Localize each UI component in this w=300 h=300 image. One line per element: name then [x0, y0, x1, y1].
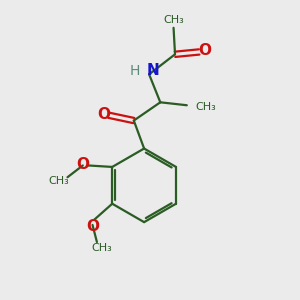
- Text: O: O: [97, 106, 110, 122]
- Text: H: H: [130, 64, 140, 78]
- Text: O: O: [76, 158, 89, 172]
- Text: O: O: [199, 43, 212, 58]
- Text: CH₃: CH₃: [49, 176, 70, 186]
- Text: O: O: [86, 219, 99, 234]
- Text: CH₃: CH₃: [92, 244, 112, 254]
- Text: CH₃: CH₃: [195, 102, 216, 112]
- Text: CH₃: CH₃: [163, 15, 184, 26]
- Text: N: N: [146, 63, 159, 78]
